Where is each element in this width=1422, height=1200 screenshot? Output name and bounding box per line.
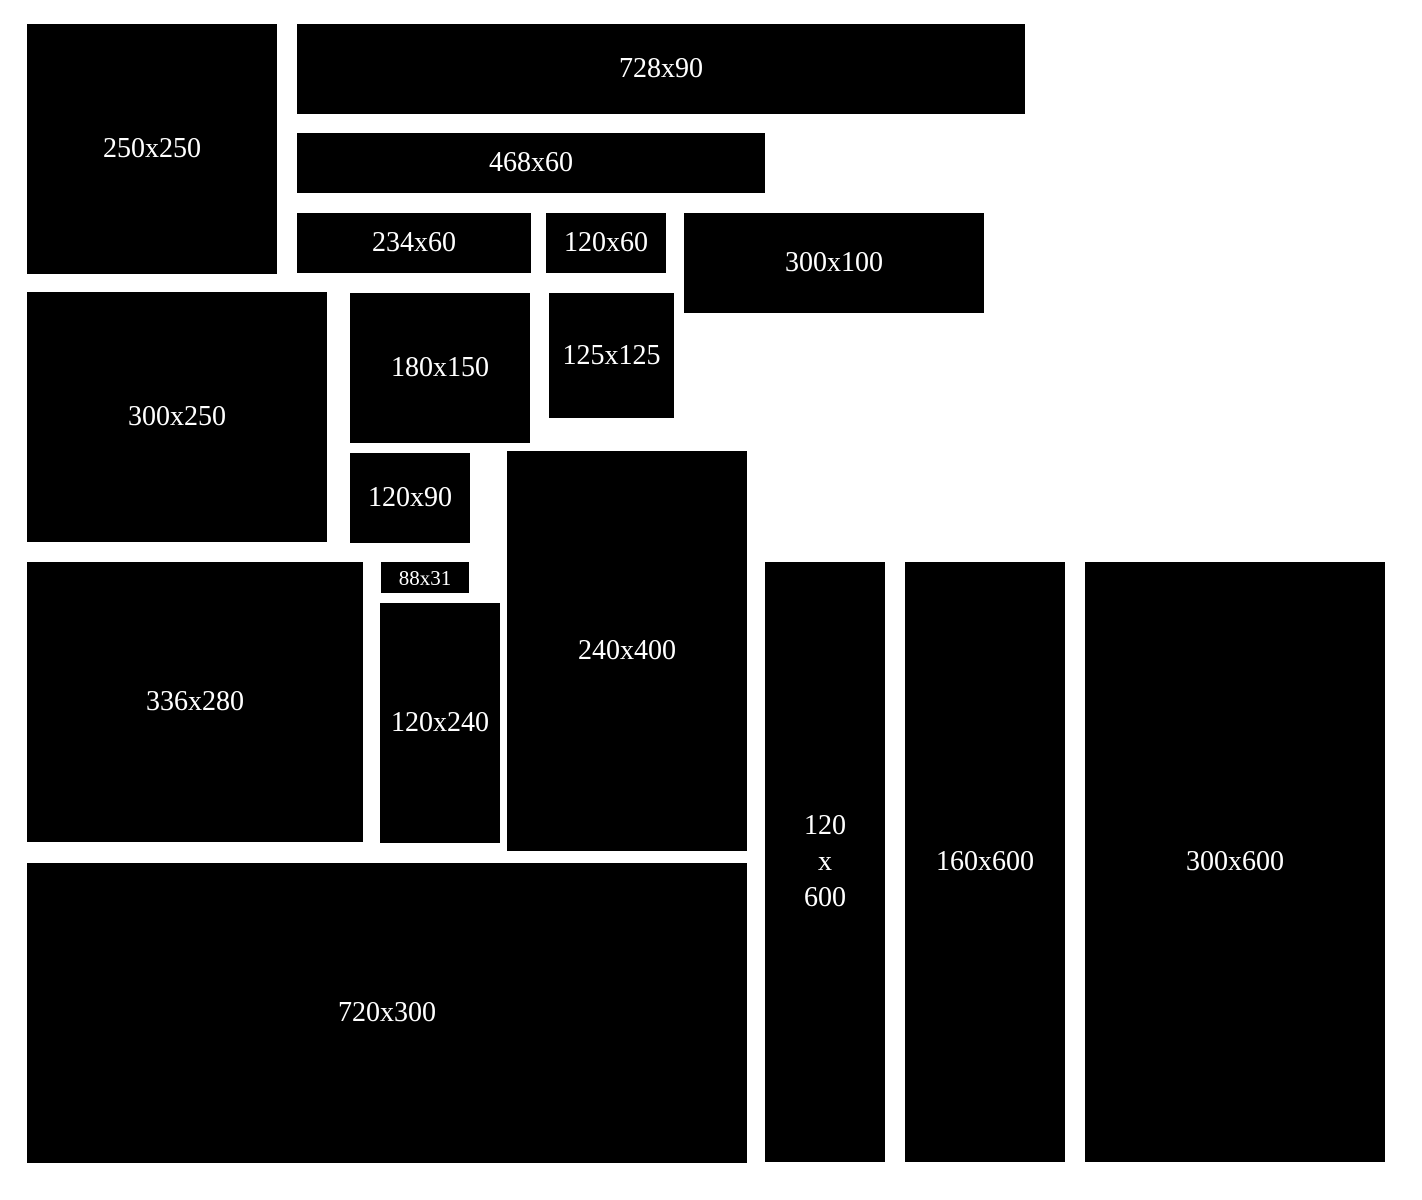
ad-125x125: 125x125 xyxy=(549,293,674,418)
ad-88x31: 88x31 xyxy=(381,562,469,593)
ad-120x90: 120x90 xyxy=(350,453,470,543)
ad-180x150: 180x150 xyxy=(350,293,530,443)
ad-336x280: 336x280 xyxy=(27,562,363,842)
ad-250x250: 250x250 xyxy=(27,24,277,274)
ad-240x400: 240x400 xyxy=(507,451,747,851)
ad-720x300: 720x300 xyxy=(27,863,747,1163)
ad-728x90: 728x90 xyxy=(297,24,1025,114)
ad-120x60: 120x60 xyxy=(546,213,666,273)
ad-120x240: 120x240 xyxy=(380,603,500,843)
ad-234x60: 234x60 xyxy=(297,213,531,273)
ad-120x600: 120 x 600 xyxy=(765,562,885,1162)
ad-300x600: 300x600 xyxy=(1085,562,1385,1162)
ad-300x100: 300x100 xyxy=(684,213,984,313)
ad-468x60: 468x60 xyxy=(297,133,765,193)
ad-160x600: 160x600 xyxy=(905,562,1065,1162)
ad-300x250: 300x250 xyxy=(27,292,327,542)
